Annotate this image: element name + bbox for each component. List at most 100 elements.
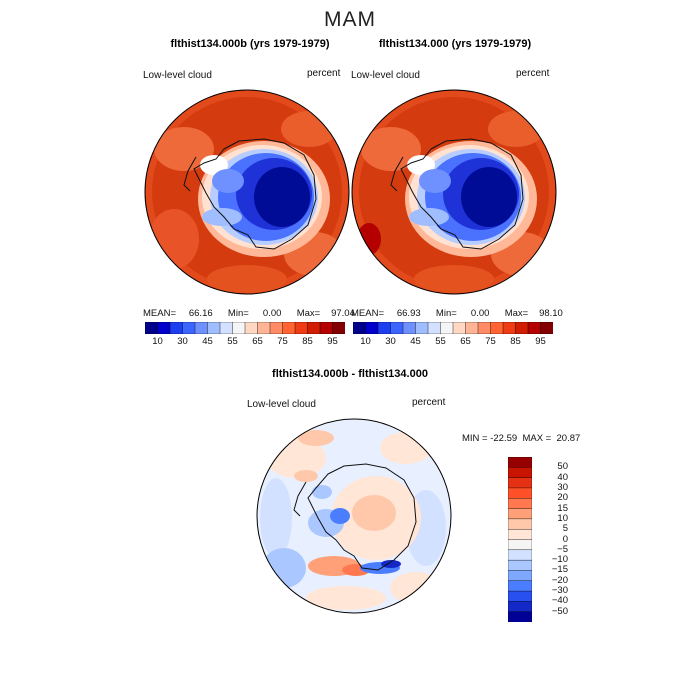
colorbar-tick-label: 45 (410, 336, 421, 347)
colorbar-tick-label: 15 (557, 502, 568, 514)
diff-variable-label: Low-level cloud (247, 399, 316, 410)
colorbar-swatch (307, 322, 321, 334)
left-max-label: Max= (296, 308, 321, 319)
diff-polar-map (256, 418, 452, 614)
colorbar-tick-label: 65 (460, 336, 471, 347)
colorbar-swatch (365, 322, 379, 334)
colorbar-swatch (157, 322, 171, 334)
colorbar-swatch (282, 322, 296, 334)
left-mean-label: MEAN= (143, 308, 176, 319)
colorbar-swatch (269, 322, 284, 334)
left-variable-label: Low-level cloud (143, 70, 212, 81)
colorbar-swatch (319, 322, 334, 334)
colorbar-tick-label: 30 (177, 336, 188, 347)
diff-plot-title: flthist134.000b - flthist134.000 (272, 368, 428, 380)
colorbar-swatch (244, 322, 259, 334)
season-title: MAM (324, 8, 376, 31)
diff-colorbar (508, 457, 532, 622)
colorbar-tick-label: −15 (551, 564, 568, 576)
colorbar-swatch (402, 322, 417, 334)
peninsula-coastline (183, 156, 197, 192)
colorbar-swatch (353, 322, 367, 334)
colorbar-swatch (257, 322, 271, 334)
left-units-label: percent (307, 68, 341, 79)
right-variable-label: Low-level cloud (351, 70, 420, 81)
colorbar-swatch (182, 322, 196, 334)
colorbar-tick-label: 85 (302, 336, 313, 347)
colorbar-tick-label: 30 (385, 336, 396, 347)
diff-minmax-text: MIN = -22.59 MAX = 20.87 (462, 433, 581, 444)
colorbar-tick-label: 75 (277, 336, 288, 347)
right-min-label: Min= (435, 308, 457, 319)
left-colorbar-labels: 10 30 45 55 65 75 85 95 (145, 336, 345, 350)
colorbar-swatch (390, 322, 404, 334)
left-min-value: 0.00 (262, 308, 282, 319)
colorbar-tick-label: 50 (557, 461, 568, 473)
left-min-label: Min= (227, 308, 249, 319)
colorbar-tick-label: 5 (562, 523, 568, 535)
colorbar-swatch (477, 322, 492, 334)
colorbar-tick-label: −5 (557, 543, 568, 555)
colorbar-swatch (207, 322, 221, 334)
colorbar-tick-label: −10 (551, 554, 568, 566)
left-max-value: 97.04 (331, 308, 355, 319)
colorbar-swatch (515, 322, 529, 334)
diff-units-label: percent (412, 397, 446, 408)
left-plot-title: flthist134.000b (yrs 1979-1979) (170, 38, 330, 50)
colorbar-tick-label: 85 (510, 336, 521, 347)
right-max-label: Max= (504, 308, 529, 319)
colorbar-tick-label: 40 (557, 471, 568, 483)
right-colorbar (353, 322, 553, 334)
colorbar-tick-label: 45 (202, 336, 213, 347)
left-colorbar (145, 322, 345, 334)
colorbar-swatch (294, 322, 309, 334)
colorbar-tick-label: 55 (227, 336, 238, 347)
colorbar-tick-label: 30 (557, 481, 568, 493)
right-polar-map (351, 89, 557, 295)
colorbar-swatch (508, 611, 532, 622)
colorbar-swatch (540, 322, 553, 334)
left-polar-map (144, 89, 350, 295)
colorbar-swatch (232, 322, 246, 334)
colorbar-tick-label: 10 (360, 336, 371, 347)
colorbar-swatch (490, 322, 504, 334)
colorbar-swatch (219, 322, 234, 334)
peninsula-coastline (390, 156, 404, 192)
diff-peninsula-coastline (293, 481, 307, 517)
colorbar-tick-label: 55 (435, 336, 446, 347)
colorbar-swatch (169, 322, 184, 334)
colorbar-tick-label: −50 (551, 605, 568, 617)
antarctica-coastline (400, 138, 524, 250)
diff-antarctica-coastline (307, 463, 417, 571)
colorbar-swatch (332, 322, 345, 334)
colorbar-swatch (377, 322, 392, 334)
colorbar-swatch (502, 322, 517, 334)
diff-colorbar-labels: 50 40 30 20 15 10 5 0 −5 −10 −15 −20 −30 −40 −50 (534, 457, 574, 622)
colorbar-tick-label: 10 (152, 336, 163, 347)
colorbar-tick-label: 95 (327, 336, 338, 347)
right-plot-title: flthist134.000 (yrs 1979-1979) (378, 38, 532, 50)
right-max-value: 98.10 (539, 308, 563, 319)
right-units-label: percent (516, 68, 550, 79)
colorbar-tick-label: −20 (551, 574, 568, 586)
right-mean-value: 66.93 (396, 308, 421, 319)
colorbar-tick-label: 0 (562, 533, 568, 545)
right-mean-label: MEAN= (351, 308, 384, 319)
colorbar-swatch (527, 322, 542, 334)
colorbar-swatch (145, 322, 159, 334)
colorbar-swatch (452, 322, 467, 334)
right-colorbar-labels: 10 30 45 55 65 75 85 95 (353, 336, 553, 350)
colorbar-tick-label: 75 (485, 336, 496, 347)
colorbar-swatch (465, 322, 479, 334)
colorbar-swatch (427, 322, 442, 334)
colorbar-tick-label: 65 (252, 336, 263, 347)
colorbar-tick-label: −40 (551, 595, 568, 607)
right-min-value: 0.00 (470, 308, 490, 319)
colorbar-swatch (194, 322, 209, 334)
colorbar-tick-label: 20 (557, 492, 568, 504)
antarctica-coastline (193, 138, 317, 250)
colorbar-swatch (415, 322, 429, 334)
colorbar-tick-label: 95 (535, 336, 546, 347)
colorbar-swatch (440, 322, 454, 334)
colorbar-tick-label: 10 (557, 512, 568, 524)
